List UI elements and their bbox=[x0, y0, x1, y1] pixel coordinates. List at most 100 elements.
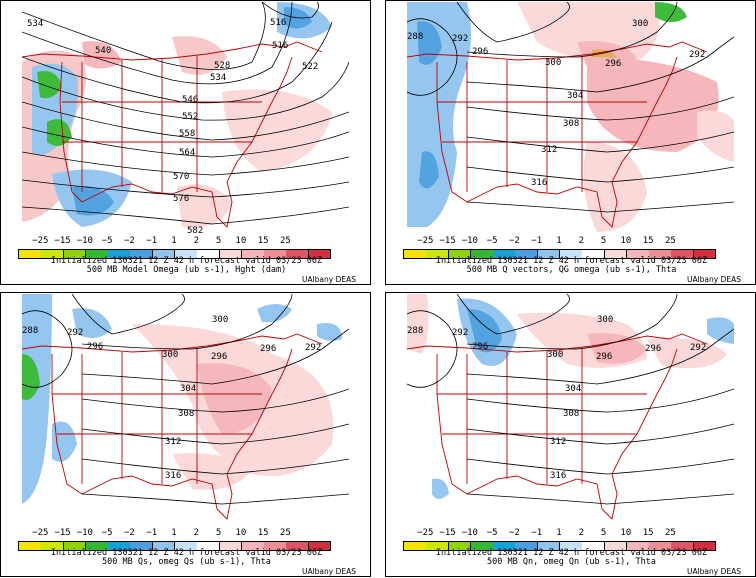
colorbar-tick-label: −15 bbox=[54, 236, 71, 246]
colorbar bbox=[18, 541, 332, 551]
colorbar-tick-label: −15 bbox=[439, 528, 456, 538]
colorbar-tick-label: 2 bbox=[578, 236, 584, 246]
contour-label: 576 bbox=[173, 194, 189, 204]
colorbar bbox=[403, 249, 717, 259]
field-description: 500 MB Model Omega (ub s-1), Hght (dam) bbox=[86, 265, 287, 275]
colorbar-tick-label: 1 bbox=[556, 528, 562, 538]
colorbar-tick-label: 1 bbox=[556, 236, 562, 246]
contour-label: 288 bbox=[407, 32, 423, 42]
contour-label: 516 bbox=[270, 18, 286, 28]
map-panel-bottom-left: 288 292 300 300 296 296 296 292 304 308 … bbox=[0, 292, 371, 577]
contour-label: 300 bbox=[547, 350, 563, 360]
weather-map: 288 292 296 300 300 296 296 292 304 308 … bbox=[407, 294, 734, 527]
colorbar-tick-label: −1 bbox=[531, 528, 543, 538]
colorbar bbox=[403, 541, 717, 551]
colorbar-segment bbox=[693, 542, 717, 550]
colorbar-tick-label: 1 bbox=[171, 528, 177, 538]
field-description: 500 MB Q vectors, QG omega (ub s-1), Tht… bbox=[466, 265, 677, 275]
contour-label: 296 bbox=[211, 352, 227, 362]
colorbar-segment bbox=[308, 250, 332, 258]
contour-label: 546 bbox=[182, 95, 198, 105]
contour-label: 570 bbox=[173, 172, 189, 182]
init-line: Initialized 130321 12 Z 42 h forecast va… bbox=[50, 548, 323, 558]
field-description: 500 MB Qs, omeg Qs (ub s-1), Thta bbox=[102, 557, 271, 567]
contour-label: 296 bbox=[260, 344, 276, 354]
colorbar-tick-label: 5 bbox=[600, 236, 607, 246]
contour-label: 312 bbox=[165, 437, 181, 447]
credit-label: UAlbany DEAS bbox=[686, 275, 741, 284]
contour-label: 292 bbox=[690, 343, 706, 353]
colorbar-tick-label: −10 bbox=[76, 528, 93, 538]
contour-label: 296 bbox=[645, 344, 661, 354]
colorbar-tick-label: 1 bbox=[171, 236, 177, 246]
credit-label: UAlbany DEAS bbox=[301, 567, 356, 576]
contour-label: 558 bbox=[179, 129, 195, 139]
colorbar-tick-label: −25 bbox=[32, 528, 49, 538]
colorbar-tick-label: −2 bbox=[509, 236, 520, 246]
colorbar-labels: −25 −15 −10 −5 −2 −1 1 2 5 10 15 25 bbox=[18, 236, 338, 248]
colorbar bbox=[18, 249, 332, 259]
contour-label: 316 bbox=[531, 178, 547, 188]
contour-label: 312 bbox=[550, 437, 566, 447]
init-line: Initialized 130321 12 Z 42 h forecast va… bbox=[50, 256, 323, 266]
colorbar-segment bbox=[537, 542, 561, 550]
colorbar-tick-label: −25 bbox=[417, 236, 434, 246]
colorbar-tick-label: −5 bbox=[101, 236, 113, 246]
colorbar-tick-label: 10 bbox=[620, 236, 632, 246]
contour-label: 296 bbox=[87, 342, 103, 352]
contour-label: 308 bbox=[563, 119, 579, 129]
colorbar-tick-label: −15 bbox=[439, 236, 456, 246]
colorbar-tick-label: 10 bbox=[235, 236, 247, 246]
colorbar-tick-label: −10 bbox=[461, 236, 478, 246]
colorbar-tick-label: 15 bbox=[257, 236, 269, 246]
contour-label: 316 bbox=[165, 471, 181, 481]
credit-label: UAlbany DEAS bbox=[686, 567, 741, 576]
contour-label: 304 bbox=[565, 384, 581, 394]
colorbar-tick-label: −2 bbox=[124, 528, 135, 538]
init-line: Initialized 130321 12 Z 42 h forecast va… bbox=[435, 548, 708, 558]
contour-label: 300 bbox=[212, 315, 228, 325]
colorbar-segment bbox=[308, 542, 332, 550]
weather-map: 288 292 300 300 296 296 296 292 304 308 … bbox=[22, 294, 349, 527]
colorbar-tick-label: −5 bbox=[486, 528, 498, 538]
contour-label: 516 bbox=[272, 41, 288, 51]
contour-label: 292 bbox=[452, 328, 468, 338]
contour-label: 292 bbox=[452, 34, 468, 44]
contour-label: 288 bbox=[22, 326, 38, 336]
contour-label: 292 bbox=[67, 328, 83, 338]
colorbar-tick-label: −10 bbox=[461, 528, 478, 538]
colorbar-tick-label: 5 bbox=[600, 528, 607, 538]
contour-label: 540 bbox=[95, 46, 111, 56]
colorbar-tick-label: −2 bbox=[509, 528, 520, 538]
field-description: 500 MB Qn, omeg Qn (ub s-1), Thta bbox=[487, 557, 656, 567]
colorbar-segment bbox=[241, 250, 265, 258]
contour-label: 312 bbox=[541, 145, 557, 155]
map-panel-top-left: 534 540 528 534 546 552 558 564 570 576 … bbox=[0, 0, 371, 285]
contour-label: 296 bbox=[472, 47, 488, 57]
colorbar-labels: −25 −15 −10 −5 −2 −1 1 2 5 10 15 25 bbox=[403, 236, 723, 248]
colorbar-tick-label: −1 bbox=[146, 528, 158, 538]
colorbar-tick-label: 25 bbox=[665, 236, 676, 246]
colorbar-segment bbox=[152, 250, 176, 258]
contour-label: 308 bbox=[178, 409, 194, 419]
colorbar-tick-label: −1 bbox=[146, 236, 158, 246]
contour-label: 534 bbox=[210, 73, 226, 83]
colorbar-tick-label: 2 bbox=[578, 528, 584, 538]
contour-label: 296 bbox=[472, 342, 488, 352]
colorbar-segment bbox=[626, 542, 650, 550]
colorbar-tick-label: −15 bbox=[54, 528, 71, 538]
colorbar-segment bbox=[85, 542, 109, 550]
contour-label: 534 bbox=[27, 19, 43, 29]
colorbar-segment bbox=[470, 542, 494, 550]
contour-label: 564 bbox=[179, 148, 195, 158]
colorbar-segment bbox=[85, 250, 109, 258]
colorbar-segment bbox=[241, 542, 265, 550]
colorbar-tick-label: 2 bbox=[193, 528, 199, 538]
colorbar-segment bbox=[693, 250, 717, 258]
init-line: Initialized 130321 12 Z 42 h forecast va… bbox=[435, 256, 708, 266]
contour-label: 528 bbox=[214, 61, 230, 71]
colorbar-tick-label: 5 bbox=[215, 528, 222, 538]
contour-label: 288 bbox=[407, 326, 423, 336]
contour-label: 308 bbox=[563, 409, 579, 419]
colorbar-segment bbox=[470, 250, 494, 258]
